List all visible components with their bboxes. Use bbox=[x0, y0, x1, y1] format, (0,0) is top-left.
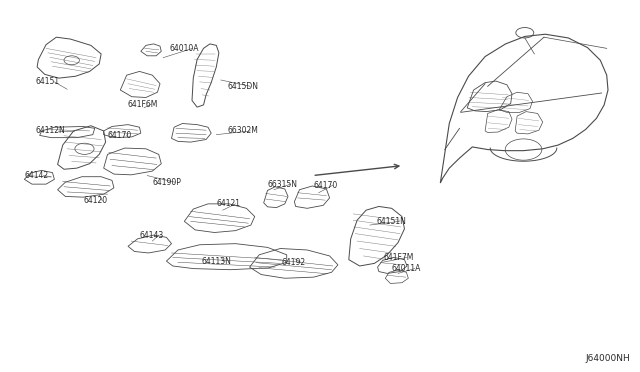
Text: 64011A: 64011A bbox=[392, 264, 421, 273]
Text: J64000NH: J64000NH bbox=[586, 354, 630, 363]
Text: 64112N: 64112N bbox=[35, 126, 65, 135]
Text: 6415DN: 6415DN bbox=[227, 82, 258, 91]
Text: 66315N: 66315N bbox=[268, 180, 298, 189]
Text: 64170: 64170 bbox=[314, 181, 338, 190]
Text: 64151N: 64151N bbox=[376, 217, 406, 226]
Text: 64190P: 64190P bbox=[152, 178, 181, 187]
Text: 64142: 64142 bbox=[24, 171, 49, 180]
Text: 64143: 64143 bbox=[140, 231, 164, 240]
Text: 66302M: 66302M bbox=[227, 126, 258, 135]
Text: 64170: 64170 bbox=[108, 131, 132, 140]
Text: 641F7M: 641F7M bbox=[384, 253, 414, 262]
Text: 64192: 64192 bbox=[282, 258, 306, 267]
Text: 64151: 64151 bbox=[35, 77, 60, 86]
Text: 64120: 64120 bbox=[83, 196, 108, 205]
Text: 64121: 64121 bbox=[216, 199, 241, 208]
Text: 641F6M: 641F6M bbox=[128, 100, 158, 109]
Text: 64113N: 64113N bbox=[202, 257, 232, 266]
Text: 64010A: 64010A bbox=[170, 44, 199, 53]
